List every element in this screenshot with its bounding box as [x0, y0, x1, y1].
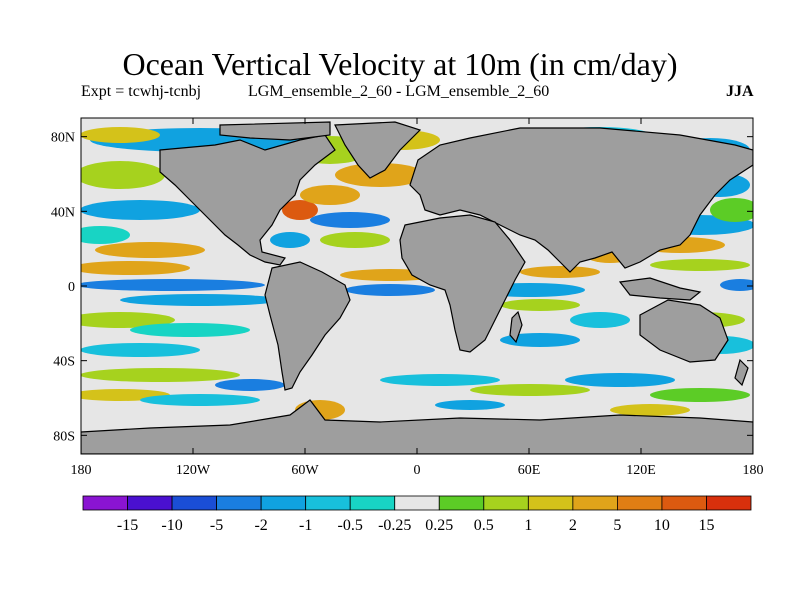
colorbar: -15 -10 -5 -2 -1 -0.5 -0.25 0.25 0.5 1 2 5 10 15: [82, 495, 752, 534]
colorbar-label: 15: [698, 517, 714, 534]
colorbar-label: -0.5: [338, 517, 363, 534]
colorbar-label: 5: [613, 517, 621, 534]
colorbar-label: -2: [254, 517, 267, 534]
colorbar-swatch: [260, 495, 307, 511]
lon-label: 120W: [176, 463, 211, 478]
lat-label: 40N: [51, 205, 75, 220]
colorbar-label: 1: [524, 517, 532, 534]
lon-label: 60E: [518, 463, 541, 478]
colorbar-swatch: [661, 495, 707, 511]
greenland: [334, 121, 422, 179]
map-title: Ocean Vertical Velocity at 10m (in cm/da…: [122, 46, 678, 82]
colorbar-swatch: [349, 495, 396, 511]
colorbar-swatch: [394, 495, 440, 511]
experiment-label: Expt = tcwhj-tcnbj: [81, 83, 202, 100]
colorbar-swatch: [127, 495, 173, 511]
australia: [639, 299, 729, 363]
lon-label: 60W: [291, 463, 319, 478]
colorbar-label: -0.25: [378, 517, 411, 534]
arctic-islands: [219, 121, 331, 141]
madagascar: [509, 310, 523, 344]
colorbar-label: -1: [299, 517, 312, 534]
colorbar-label: -15: [117, 517, 138, 534]
colorbar-label: 2: [569, 517, 577, 534]
colorbar-swatch: [483, 495, 529, 511]
colorbar-swatch: [216, 495, 262, 511]
colorbar-swatch: [572, 495, 618, 511]
land-masses: [81, 121, 753, 454]
colorbar-label: -10: [161, 517, 182, 534]
colorbar-label: 10: [654, 517, 670, 534]
colorbar-swatch: [305, 495, 351, 511]
lat-label: 80S: [53, 429, 75, 444]
colorbar-swatch: [617, 495, 663, 511]
colorbar-swatch: [706, 495, 752, 511]
new-zealand: [734, 358, 749, 387]
south-america: [264, 261, 351, 391]
north-america: [159, 134, 336, 266]
season-label: JJA: [726, 83, 754, 100]
lat-label: 80N: [51, 131, 75, 146]
lon-label: 120E: [626, 463, 656, 478]
lat-label: 40S: [53, 355, 75, 370]
lon-label: 180: [743, 463, 764, 478]
colorbar-swatch: [171, 495, 217, 511]
colorbar-swatch: [527, 495, 574, 511]
maritime-continent: [618, 277, 702, 301]
eurasia: [409, 127, 753, 273]
colorbar-swatch: [82, 495, 128, 511]
lon-label: 0: [414, 463, 421, 478]
antarctica: [81, 399, 753, 454]
africa: [399, 214, 526, 353]
comparison-label: LGM_ensemble_2_60 - LGM_ensemble_2_60: [248, 83, 550, 100]
colorbar-label: -5: [210, 517, 223, 534]
colorbar-swatch: [438, 495, 485, 511]
lon-label: 180: [71, 463, 92, 478]
lat-label: 0: [68, 280, 75, 295]
colorbar-label: 0.25: [425, 517, 453, 534]
colorbar-label: 0.5: [474, 517, 494, 534]
map-axes: 180 120W 60W 0 60E 120E 180 80N 40N 0 40S 80S: [51, 118, 764, 478]
